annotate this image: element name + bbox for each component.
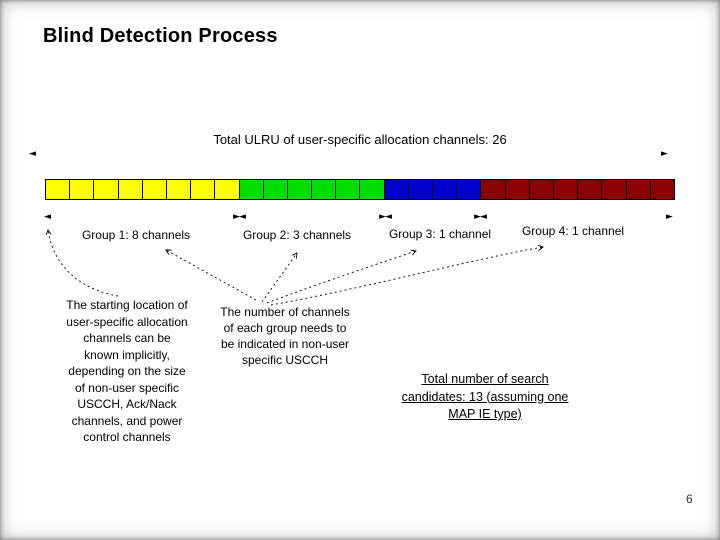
group1-label: Group 1: 8 channels	[81, 228, 191, 242]
group1-span-left-arrow-icon: ◄	[44, 212, 51, 222]
ulru-cell-group-4	[602, 180, 627, 199]
ulru-cell-group-2	[312, 180, 337, 199]
ulru-cell-group-4	[553, 180, 579, 199]
connector-mid-note-to-group3	[266, 251, 416, 304]
total-ulru-label: Total ULRU of user-specific allocation c…	[213, 132, 507, 147]
group3-group4-boundary-arrows-icon: ►◄	[474, 212, 487, 222]
ulru-cell-group-2	[239, 180, 264, 199]
note-search-candidates: Total number of search candidates: 13 (a…	[401, 372, 569, 421]
group4-span-right-arrow-icon: ►	[666, 212, 673, 222]
ulru-cell-group-4	[578, 180, 603, 199]
ulru-cell-group-1	[215, 180, 240, 199]
group4-label: Group 4: 1 channel	[521, 224, 625, 238]
ulru-cell-group-2	[263, 180, 288, 199]
ulru-cell-group-1	[46, 180, 71, 199]
ulru-cell-group-2	[336, 180, 361, 199]
connector-mid-note-to-group4	[270, 247, 543, 306]
ulru-cell-group-2	[287, 180, 313, 199]
ulru-cell-group-4	[529, 180, 554, 199]
ulru-cell-group-1	[142, 180, 167, 199]
ulru-cell-group-1	[94, 180, 119, 199]
total-span-left-arrow-icon: ◄	[29, 149, 36, 159]
group3-label: Group 3: 1 channel	[388, 227, 492, 241]
ulru-cell-group-4	[650, 180, 674, 199]
ulru-cell-group-4	[481, 180, 506, 199]
connector-mid-note-to-group2	[261, 253, 297, 303]
ulru-cell-group-3	[433, 180, 458, 199]
ulru-cell-group-3	[408, 180, 433, 199]
ulru-cell-group-3	[457, 180, 482, 199]
note-starting-location: The starting location of user-specific a…	[66, 298, 188, 444]
ulru-cell-group-1	[191, 180, 216, 199]
group2-label: Group 2: 3 channels	[242, 228, 352, 242]
connector-mid-note-to-group1	[166, 250, 257, 301]
group2-group3-boundary-arrows-icon: ►◄	[379, 212, 392, 222]
ulru-cell-group-4	[505, 180, 530, 199]
ulru-cell-group-1	[166, 180, 192, 199]
ulru-cell-group-1	[70, 180, 95, 199]
channel-bar	[45, 179, 675, 200]
group1-group2-boundary-arrows-icon: ►◄	[233, 212, 246, 222]
page-number: 6	[686, 492, 693, 506]
slide-title: Blind Detection Process	[43, 25, 278, 47]
ulru-cell-group-3	[384, 180, 409, 199]
ulru-cell-group-1	[118, 180, 143, 199]
ulru-cell-group-2	[360, 180, 385, 199]
total-span-right-arrow-icon: ►	[661, 149, 668, 159]
note-number-of-channels: The number of channels of each group nee…	[220, 305, 350, 367]
ulru-cell-group-4	[626, 180, 651, 199]
